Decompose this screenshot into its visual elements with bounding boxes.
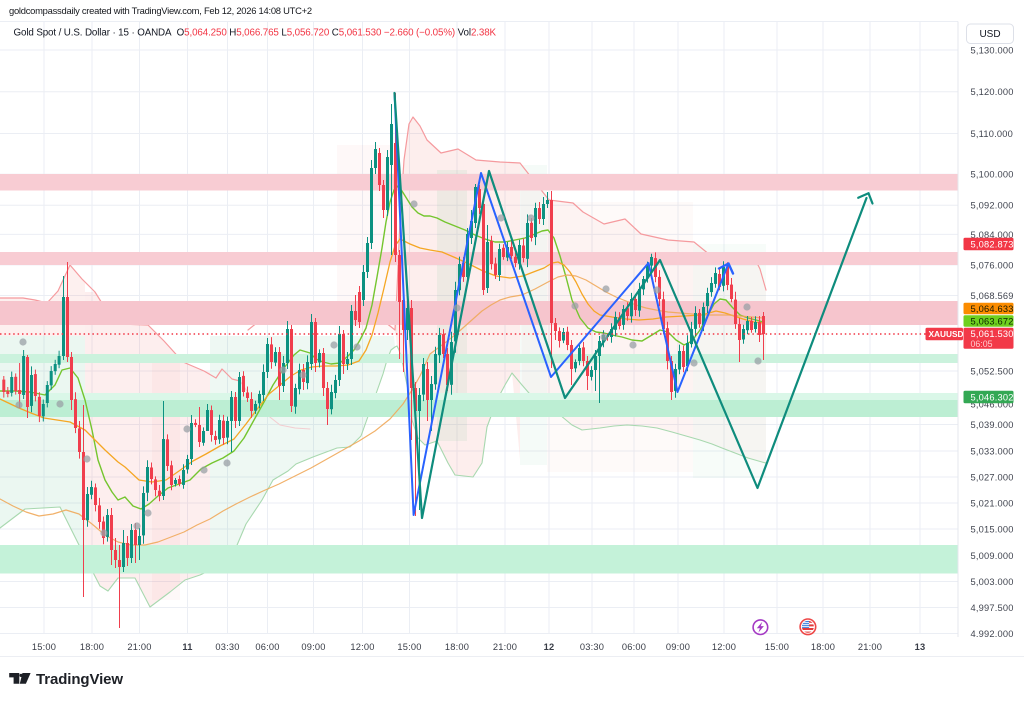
svg-text:5,092.000: 5,092.000 (971, 201, 1014, 211)
svg-text:5,033.000: 5,033.000 (971, 446, 1014, 456)
svg-text:5,076.000: 5,076.000 (971, 260, 1014, 270)
svg-text:03:30: 03:30 (215, 642, 239, 652)
svg-text:21:00: 21:00 (493, 642, 517, 652)
svg-text:5,027.000: 5,027.000 (971, 472, 1014, 482)
svg-text:TradingView: TradingView (36, 671, 123, 688)
svg-text:15:00: 15:00 (32, 642, 56, 652)
svg-text:12: 12 (544, 642, 555, 652)
svg-text:5,046.302: 5,046.302 (971, 392, 1014, 402)
svg-text:15:00: 15:00 (397, 642, 421, 652)
svg-text:06:00: 06:00 (622, 642, 646, 652)
svg-text:goldcompassdaily created with: goldcompassdaily created with TradingVie… (9, 5, 312, 16)
svg-text:13: 13 (915, 642, 926, 652)
svg-text:5,039.000: 5,039.000 (971, 420, 1014, 430)
svg-text:18:00: 18:00 (811, 642, 835, 652)
svg-text:5,110.000: 5,110.000 (971, 129, 1013, 139)
svg-text:USD: USD (979, 29, 1000, 40)
svg-text:5,052.500: 5,052.500 (971, 366, 1014, 376)
svg-text:5,130.000: 5,130.000 (971, 45, 1014, 55)
svg-text:12:00: 12:00 (350, 642, 374, 652)
svg-text:5,003.000: 5,003.000 (971, 577, 1014, 587)
svg-text:5,064.633: 5,064.633 (971, 304, 1014, 314)
svg-text:06:05: 06:05 (971, 339, 993, 349)
svg-text:11: 11 (182, 642, 192, 652)
svg-text:03:30: 03:30 (580, 642, 604, 652)
svg-text:18:00: 18:00 (80, 642, 104, 652)
svg-text:4,997.500: 4,997.500 (971, 603, 1014, 613)
svg-text:5,063.672: 5,063.672 (971, 316, 1014, 326)
svg-text:21:00: 21:00 (127, 642, 151, 652)
svg-text:5,021.000: 5,021.000 (971, 498, 1014, 508)
svg-text:5,084.000: 5,084.000 (971, 230, 1014, 240)
svg-text:21:00: 21:00 (858, 642, 882, 652)
svg-text:18:00: 18:00 (445, 642, 469, 652)
svg-text:5,082.873: 5,082.873 (971, 239, 1014, 249)
svg-text:4,992.000: 4,992.000 (971, 629, 1014, 639)
svg-text:5,009.000: 5,009.000 (971, 551, 1014, 561)
svg-text:06:00: 06:00 (255, 642, 279, 652)
svg-text:5,061.530: 5,061.530 (971, 329, 1014, 339)
svg-text:5,015.000: 5,015.000 (971, 524, 1014, 534)
svg-text:XAUUSD: XAUUSD (929, 329, 964, 339)
svg-text:5,120.000: 5,120.000 (971, 87, 1014, 97)
svg-text:5,100.000: 5,100.000 (971, 170, 1014, 180)
svg-text:12:00: 12:00 (712, 642, 736, 652)
svg-text:09:00: 09:00 (666, 642, 690, 652)
svg-text:09:00: 09:00 (301, 642, 325, 652)
svg-text:Gold Spot / U.S. Dollar · 15 ·: Gold Spot / U.S. Dollar · 15 · OANDA O5,… (14, 28, 497, 39)
svg-text:5,068.569: 5,068.569 (971, 291, 1014, 301)
svg-text:5,046.000: 5,046.000 (971, 399, 1014, 409)
svg-text:15:00: 15:00 (765, 642, 789, 652)
